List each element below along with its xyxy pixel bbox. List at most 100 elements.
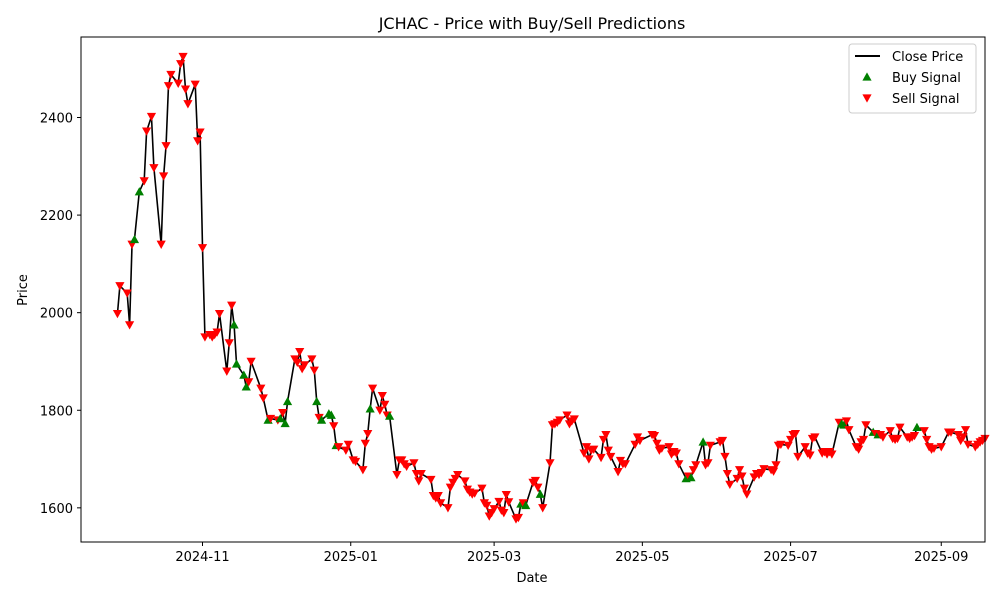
sell-signal-marker bbox=[329, 422, 339, 431]
sell-signal-marker bbox=[569, 415, 579, 424]
sell-signal-marker bbox=[759, 465, 769, 474]
buy-signal-marker bbox=[521, 500, 531, 510]
sell-signal-marker bbox=[635, 436, 645, 446]
sell-signal-marker bbox=[768, 467, 779, 476]
sell-signal-marker bbox=[504, 498, 514, 507]
sell-signal-marker bbox=[265, 414, 276, 424]
sell-signal-marker bbox=[222, 367, 232, 376]
sell-signal-marker bbox=[453, 470, 463, 480]
legend-label: Close Price bbox=[892, 50, 963, 65]
sell-signal-marker bbox=[360, 439, 370, 449]
sell-signal-marker bbox=[674, 460, 684, 469]
sell-signal-marker bbox=[922, 435, 932, 445]
axes-border bbox=[80, 36, 986, 543]
sell-signal-marker bbox=[482, 501, 492, 511]
sell-signal-marker bbox=[776, 440, 786, 450]
sell-signal-marker bbox=[426, 475, 436, 485]
buy-signal-marker bbox=[231, 359, 242, 368]
x-axis-title: Date bbox=[516, 571, 547, 586]
x-tick-label: 2025-07 bbox=[763, 550, 817, 565]
sell-signal-marker bbox=[929, 444, 939, 453]
sell-signal-marker bbox=[197, 244, 208, 253]
sell-signal-marker bbox=[224, 339, 234, 348]
buy-signal-marker bbox=[912, 422, 922, 432]
y-tick-label: 2000 bbox=[40, 307, 73, 322]
sell-signal-marker bbox=[581, 443, 592, 452]
sell-signal-marker bbox=[351, 457, 361, 467]
sell-signal-marker bbox=[533, 483, 543, 492]
sell-signal-marker bbox=[309, 366, 319, 375]
sell-signal-marker bbox=[854, 445, 864, 454]
sell-signal-marker bbox=[299, 361, 310, 370]
x-tick-label: 2025-03 bbox=[467, 550, 521, 565]
buy-signal-marker bbox=[229, 320, 239, 329]
sell-signal-marker bbox=[501, 490, 511, 500]
sell-signal-marker bbox=[499, 509, 509, 518]
sell-signal-marker bbox=[878, 433, 888, 442]
signal-marker-layer bbox=[112, 52, 990, 524]
buy-signal-marker bbox=[698, 437, 708, 446]
sell-signal-marker bbox=[722, 470, 733, 479]
x-tick-label: 2025-01 bbox=[324, 550, 378, 565]
sell-signal-marker bbox=[176, 60, 186, 69]
sell-signal-marker bbox=[295, 348, 305, 357]
sell-signal-marker bbox=[606, 452, 616, 462]
sell-signal-marker bbox=[717, 436, 728, 446]
sell-signal-marker bbox=[416, 470, 426, 479]
buy-signal-marker bbox=[239, 370, 249, 379]
sell-signal-marker bbox=[725, 480, 735, 490]
sell-signal-marker bbox=[630, 440, 640, 450]
buy-signal-marker bbox=[535, 489, 545, 498]
sell-signal-marker bbox=[142, 127, 152, 136]
buy-signal-marker bbox=[316, 415, 327, 424]
sell-signal-marker bbox=[292, 358, 302, 368]
sell-signal-marker bbox=[613, 468, 623, 477]
sell-signal-marker bbox=[180, 85, 191, 94]
y-tick-label: 1800 bbox=[40, 404, 73, 419]
sell-signal-marker bbox=[909, 431, 920, 441]
sell-signal-marker bbox=[657, 444, 667, 453]
buy-signal-marker bbox=[385, 411, 395, 420]
sell-signal-marker bbox=[494, 497, 504, 507]
sell-signal-marker bbox=[958, 433, 968, 442]
sell-signal-marker bbox=[156, 240, 166, 249]
x-tick-label: 2024-11 bbox=[175, 550, 229, 565]
sell-signal-marker bbox=[402, 462, 412, 471]
sell-signal-marker bbox=[470, 489, 480, 498]
sell-signal-marker bbox=[601, 430, 611, 440]
sell-signal-marker bbox=[596, 453, 606, 463]
sell-signal-marker bbox=[443, 504, 453, 513]
sell-signal-marker bbox=[178, 52, 188, 62]
sell-signal-marker bbox=[800, 443, 810, 452]
y-tick-label: 1600 bbox=[40, 502, 73, 517]
sell-signal-marker bbox=[193, 137, 203, 146]
buy-signal-marker bbox=[312, 396, 322, 406]
sell-signal-marker bbox=[953, 430, 963, 440]
y-axis-title: Price bbox=[16, 274, 31, 306]
buy-signal-marker bbox=[275, 413, 285, 423]
sell-signal-marker bbox=[414, 477, 424, 486]
sell-signal-marker bbox=[858, 435, 869, 445]
axes-frame bbox=[81, 37, 985, 542]
sell-signal-marker bbox=[363, 430, 373, 439]
sell-signal-marker bbox=[579, 449, 589, 458]
buy-signal-marker bbox=[326, 410, 336, 419]
sell-signal-marker bbox=[161, 142, 171, 151]
sell-signal-marker bbox=[227, 301, 237, 310]
buy-signal-marker bbox=[365, 404, 375, 413]
buy-signal-marker bbox=[134, 187, 144, 196]
sell-signal-marker bbox=[742, 490, 752, 499]
buy-signal-marker bbox=[129, 234, 140, 244]
legend-sell-swatch bbox=[862, 94, 872, 103]
y-axis: 1600 1800 2000 2200 2400 bbox=[40, 112, 81, 517]
sell-signal-marker bbox=[919, 427, 929, 436]
sell-signal-marker bbox=[562, 411, 572, 420]
sell-signal-marker bbox=[892, 434, 903, 444]
y-tick-label: 2200 bbox=[40, 209, 73, 224]
plot-area bbox=[80, 36, 990, 543]
sell-signal-marker bbox=[163, 82, 174, 91]
sell-signal-marker bbox=[489, 505, 499, 514]
sell-signal-marker bbox=[477, 484, 487, 493]
sell-signal-marker bbox=[258, 394, 268, 403]
